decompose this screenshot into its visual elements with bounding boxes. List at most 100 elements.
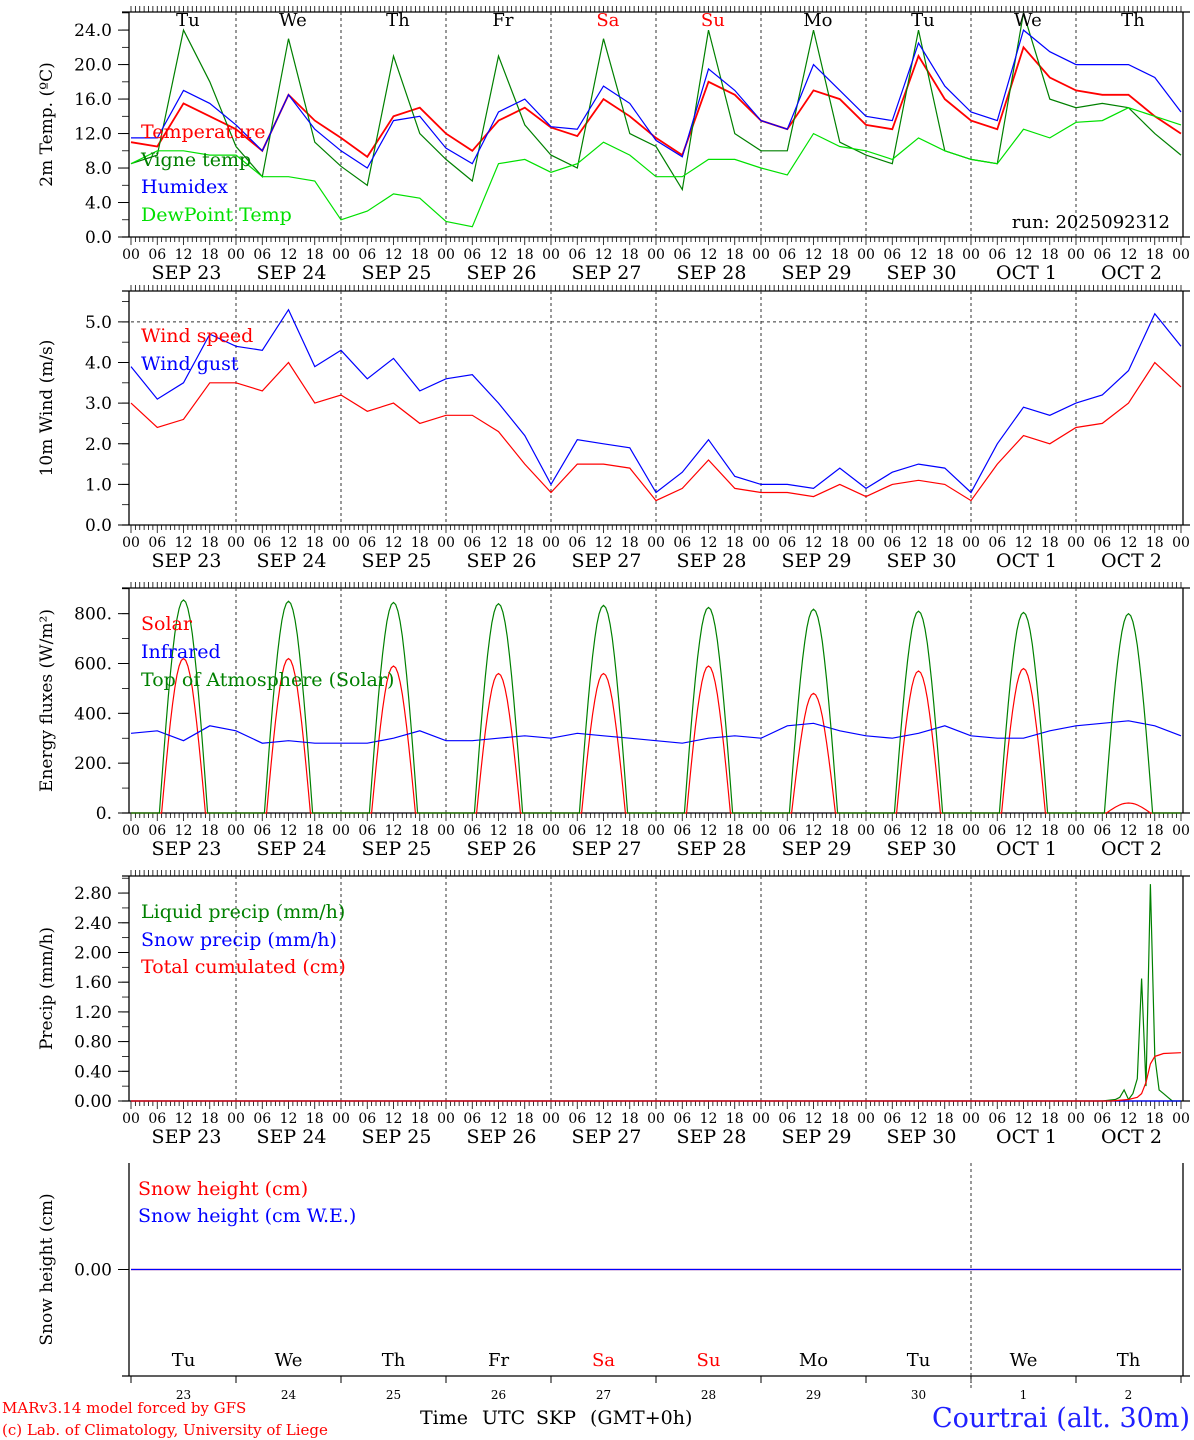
panel-snow (118, 1163, 1190, 1390)
x-hour-label: 18 (201, 823, 219, 839)
series-line-top-of-atmosphere-solar- (131, 599, 1181, 814)
x-hour-label: 12 (1015, 1111, 1033, 1127)
x-date-label: SEP 26 (467, 550, 537, 572)
x-hour-label: 12 (910, 823, 928, 839)
x-hour-label: 00 (962, 823, 980, 839)
weekday-label: We (279, 10, 307, 31)
lab-credit: (c) Lab. of Climatology, University of L… (2, 1421, 328, 1439)
x-date-label: SEP 26 (467, 262, 537, 284)
x-hour-label: 12 (1120, 823, 1138, 839)
x-hour-label: 18 (831, 535, 849, 551)
x-hour-label: 00 (1067, 1111, 1085, 1127)
x-hour-label: 18 (936, 1111, 954, 1127)
x-date-label: SEP 25 (362, 262, 432, 284)
y-tick-label: 3.0 (85, 394, 112, 414)
x-hour-label: 18 (621, 247, 639, 263)
y-axis-title: Energy fluxes (W/m²) (37, 609, 57, 792)
x-hour-label: 12 (1120, 535, 1138, 551)
x-date-label: SEP 24 (257, 838, 327, 860)
x-hour-label: 12 (385, 1111, 403, 1127)
weekday-label: Mo (799, 1350, 828, 1371)
x-hour-label: 18 (831, 823, 849, 839)
x-hour-label: 06 (358, 535, 376, 551)
legend-entry: Vigne temp (140, 149, 251, 171)
x-hour-label: 06 (988, 1111, 1006, 1127)
legend-entry: Top of Atmosphere (Solar) (141, 669, 394, 691)
x-hour-label: 06 (778, 247, 796, 263)
run-annotation: run: 2025092312 (1012, 212, 1170, 233)
weekday-label: Th (1121, 10, 1145, 31)
x-hour-label: 12 (805, 823, 823, 839)
weekday-label: Tu (172, 1350, 196, 1371)
x-hour-label: 12 (805, 1111, 823, 1127)
x-hour-label: 12 (1120, 1111, 1138, 1127)
x-hour-label: 00 (962, 247, 980, 263)
x-date-label: OCT 1 (996, 1126, 1057, 1148)
day-number-label: 30 (911, 1388, 926, 1402)
x-hour-label: 00 (122, 247, 140, 263)
x-hour-label: 00 (752, 247, 770, 263)
x-hour-label: 00 (1067, 823, 1085, 839)
x-hour-label: 00 (857, 1111, 875, 1127)
weekday-label: Th (382, 1350, 406, 1371)
y-axis-title: 10m Wind (m/s) (37, 340, 57, 477)
x-date-label: SEP 28 (677, 550, 747, 572)
x-hour-label: 12 (910, 535, 928, 551)
x-hour-label: 12 (280, 823, 298, 839)
x-hour-label: 12 (175, 247, 193, 263)
x-hour-label: 12 (175, 823, 193, 839)
y-tick-label: 1.60 (74, 973, 112, 993)
x-hour-label: 00 (962, 535, 980, 551)
x-hour-label: 18 (411, 535, 429, 551)
x-hour-label: 18 (306, 823, 324, 839)
x-hour-label: 12 (805, 535, 823, 551)
x-hour-label: 12 (280, 1111, 298, 1127)
model-credit: MARv3.14 model forced by GFS (2, 1399, 246, 1417)
x-hour-label: 00 (227, 247, 245, 263)
x-hour-label: 12 (1015, 823, 1033, 839)
x-date-label: SEP 30 (887, 550, 957, 572)
y-tick-label: 2.80 (74, 884, 112, 904)
series-line-infrared (130, 720, 1182, 744)
x-hour-label: 12 (175, 1111, 193, 1127)
x-hour-label: 00 (1172, 1111, 1190, 1127)
y-tick-label: 2.0 (85, 435, 112, 455)
weekday-label: Tu (911, 10, 935, 31)
x-date-label: OCT 1 (996, 550, 1057, 572)
x-date-label: SEP 29 (782, 1126, 852, 1148)
x-hour-label: 00 (437, 535, 455, 551)
legend-entry: Liquid precip (mm/h) (141, 901, 345, 923)
series-line-wind-speed (130, 361, 1182, 502)
x-hour-label: 00 (752, 823, 770, 839)
x-hour-label: 06 (673, 823, 691, 839)
x-date-label: SEP 23 (152, 550, 222, 572)
day-number-label: 28 (701, 1388, 716, 1402)
x-hour-label: 00 (227, 535, 245, 551)
day-number-label: 25 (386, 1388, 401, 1402)
x-date-label: SEP 26 (467, 838, 537, 860)
x-hour-label: 18 (201, 1111, 219, 1127)
weekday-label: Mo (803, 10, 832, 31)
weekday-label: Th (386, 10, 410, 31)
y-tick-label: 1.20 (74, 1003, 112, 1023)
x-hour-label: 06 (253, 1111, 271, 1127)
x-date-label: OCT 2 (1101, 550, 1162, 572)
x-hour-label: 18 (1041, 823, 1059, 839)
x-hour-label: 12 (280, 535, 298, 551)
legend-entry: Snow height (cm) (138, 1178, 308, 1200)
x-hour-label: 18 (306, 535, 324, 551)
x-hour-label: 06 (253, 823, 271, 839)
x-hour-label: 18 (621, 1111, 639, 1127)
weekday-label: Tu (176, 10, 200, 31)
x-date-label: SEP 25 (362, 1126, 432, 1148)
x-hour-label: 00 (332, 535, 350, 551)
time-axis-title-skp: SKP (536, 1407, 576, 1429)
x-hour-label: 18 (831, 1111, 849, 1127)
x-hour-label: 12 (910, 1111, 928, 1127)
x-date-label: SEP 29 (782, 262, 852, 284)
x-hour-label: 06 (463, 247, 481, 263)
x-hour-label: 12 (490, 1111, 508, 1127)
weekday-label: We (1014, 10, 1042, 31)
x-hour-label: 00 (647, 823, 665, 839)
x-hour-label: 06 (673, 1111, 691, 1127)
